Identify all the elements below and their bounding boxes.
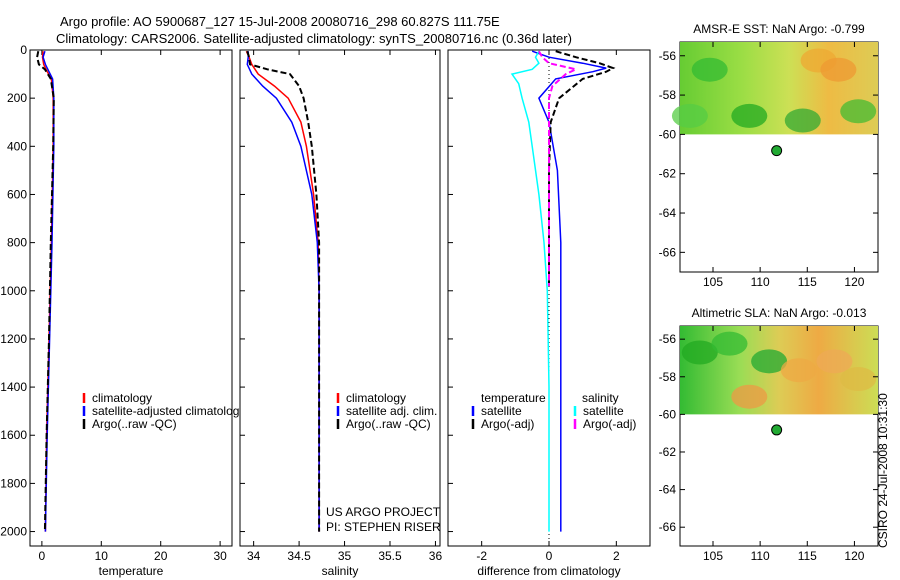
x-tick-label: 110 [751, 549, 770, 563]
x-tick-label: 110 [751, 275, 770, 289]
y-tick-label: -56 [659, 332, 677, 346]
plot-frame [239, 49, 441, 547]
field-patch [840, 367, 877, 392]
y-tick-label: 2000 [0, 525, 27, 539]
x-tick-label: 0 [39, 549, 46, 563]
y-tick-label: -66 [659, 520, 677, 534]
y-tick-label: 1600 [0, 428, 27, 442]
x-tick-label: 120 [844, 549, 864, 563]
legend-label: Argo(-adj) [481, 417, 534, 431]
legend-label: Argo(..raw -QC) [92, 417, 177, 431]
y-tick-label: -56 [659, 49, 677, 63]
field-patch [751, 349, 788, 374]
x-tick-label: 36 [429, 549, 443, 563]
y-tick-label: -58 [659, 370, 677, 384]
field-patch [816, 349, 853, 374]
y-tick-label: 1800 [0, 476, 27, 490]
figure-title-line2: Climatology: CARS2006. Satellite-adjuste… [56, 31, 572, 46]
y-tick-label: -64 [659, 483, 677, 497]
field-patch [671, 103, 708, 128]
field-patch [731, 384, 768, 409]
field-patch [780, 358, 817, 383]
y-tick-label: -60 [659, 407, 677, 421]
x-tick-label: 34.5 [287, 549, 311, 563]
legend-label: satellite [481, 404, 522, 418]
figure-title-line1: Argo profile: AO 5900687_127 15-Jul-2008… [60, 14, 500, 29]
map-title: AMSR-E SST: NaN Argo: -0.799 [693, 22, 865, 36]
annotation-pi: PI: STEPHEN RISER [326, 520, 441, 534]
x-tick-label: 34 [247, 549, 261, 563]
temperature-panel: 0 10 20 30 0 200 400 600 800 1000 1200 1400 1600 1800… [0, 43, 245, 578]
y-tick-label: -64 [659, 206, 677, 220]
argo-float-marker [771, 145, 783, 157]
field-patch [711, 331, 748, 356]
legend-label: climatology [92, 391, 152, 405]
x-tick-label: 35.5 [378, 549, 402, 563]
legend-label: satellite adj. clim. [346, 404, 437, 418]
series-line-salinity-argo-adj- [538, 50, 579, 286]
x-tick-label: 105 [703, 275, 723, 289]
plot-frame [29, 49, 233, 547]
field-patch [691, 57, 728, 82]
legend-label: Argo(-adj) [583, 417, 636, 431]
x-tick-label: 10 [95, 549, 109, 563]
series-line-argo-raw-qc- [246, 50, 321, 532]
salinity-panel: 34 34.5 35 35.5 36 salinity climatologysatelli… [239, 49, 443, 578]
x-tick-label: 115 [798, 275, 817, 289]
field-patch [840, 99, 877, 124]
x-tick-label: 105 [703, 549, 723, 563]
annotation-project: US ARGO PROJECT [326, 505, 441, 519]
legend-label: satellite [583, 404, 624, 418]
map-title: Altimetric SLA: NaN Argo: -0.013 [692, 306, 867, 320]
x-tick-label: -2 [476, 549, 487, 563]
legend-title-salinity: salinity [582, 391, 619, 405]
x-tick-label: 0 [546, 549, 553, 563]
y-tick-label: 1200 [0, 332, 27, 346]
x-axis-label: salinity [322, 564, 359, 578]
sst-map-panel: AMSR-E SST: NaN Argo: -0.799 105 110 115 120… [659, 22, 879, 289]
series-line-salinity-satellite [510, 50, 550, 532]
x-axis-label: difference from climatology [477, 564, 620, 578]
y-tick-label: 800 [7, 236, 27, 250]
x-tick-label: 115 [798, 549, 817, 563]
side-timestamp: CSIRO 24-Jul-2008 10:31:30 [876, 393, 890, 548]
legend-label: Argo(..raw -QC) [346, 417, 431, 431]
y-tick-label: 1000 [0, 284, 27, 298]
legend-label: climatology [346, 391, 406, 405]
x-tick-label: 120 [844, 275, 864, 289]
series-line-satellite-adj-clim- [246, 51, 320, 532]
x-tick-label: 2 [613, 549, 620, 563]
y-tick-label: -62 [659, 445, 677, 459]
y-tick-label: -60 [659, 127, 677, 141]
series-line-argo-raw-qc- [36, 51, 55, 532]
y-tick-label: 600 [7, 187, 27, 201]
y-tick-label: 0 [20, 43, 27, 57]
field-patch [681, 340, 718, 365]
argo-float-marker [771, 424, 783, 436]
legend-label: satellite-adjusted climatology [92, 404, 245, 418]
field-patch [784, 108, 821, 133]
sla-map-panel: Altimetric SLA: NaN Argo: -0.013 105 110 11… [659, 306, 879, 563]
y-tick-label: 400 [7, 139, 27, 153]
field-patch [820, 57, 857, 82]
x-tick-label: 30 [213, 549, 227, 563]
series-line-temperature-satellite [531, 50, 607, 532]
legend-title-temperature: temperature [481, 391, 546, 405]
x-tick-label: 20 [154, 549, 168, 563]
y-tick-label: 200 [7, 91, 27, 105]
y-tick-label: -58 [659, 88, 677, 102]
field-patch [731, 103, 768, 128]
x-tick-label: 35 [338, 549, 352, 563]
y-tick-label: -66 [659, 245, 677, 259]
y-tick-label: 1400 [0, 380, 27, 394]
y-tick-label: -62 [659, 167, 677, 181]
x-axis-label: temperature [99, 564, 164, 578]
